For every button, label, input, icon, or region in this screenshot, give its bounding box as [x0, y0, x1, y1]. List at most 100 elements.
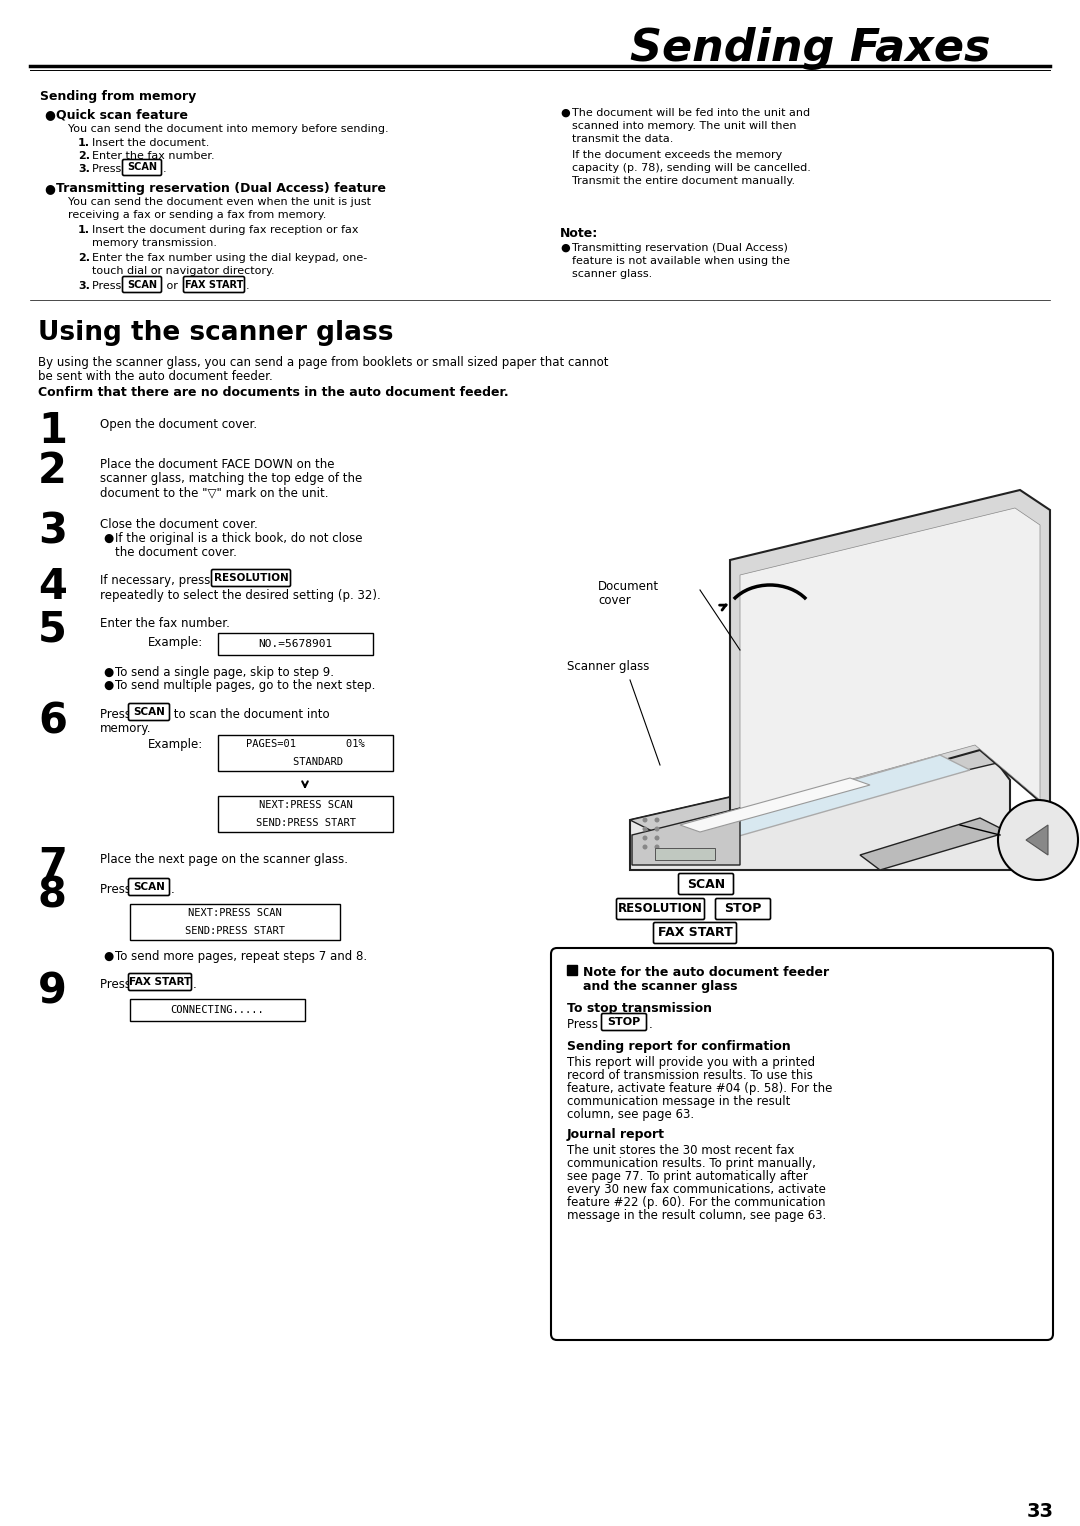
Text: record of transmission results. To use this: record of transmission results. To use t…: [567, 1070, 813, 1082]
Text: 9: 9: [38, 971, 67, 1012]
Text: touch dial or navigator directory.: touch dial or navigator directory.: [92, 266, 274, 276]
Text: scanner glass, matching the top edge of the: scanner glass, matching the top edge of …: [100, 472, 362, 485]
Polygon shape: [660, 755, 970, 850]
Text: 7: 7: [38, 845, 67, 887]
Circle shape: [654, 836, 660, 841]
Text: 2.: 2.: [78, 253, 90, 262]
FancyBboxPatch shape: [129, 879, 170, 896]
Text: By using the scanner glass, you can send a page from booklets or small sized pap: By using the scanner glass, you can send…: [38, 356, 608, 369]
Text: column, see page 63.: column, see page 63.: [567, 1108, 694, 1122]
Polygon shape: [630, 740, 1010, 870]
Circle shape: [998, 800, 1078, 881]
FancyBboxPatch shape: [551, 948, 1053, 1340]
Text: Insert the document during fax reception or fax: Insert the document during fax reception…: [92, 224, 359, 235]
Text: SEND:PRESS START: SEND:PRESS START: [185, 926, 285, 935]
Text: feature #22 (p. 60). For the communication: feature #22 (p. 60). For the communicati…: [567, 1196, 825, 1209]
Text: 8: 8: [38, 874, 67, 917]
Text: To stop transmission: To stop transmission: [567, 1003, 712, 1015]
Text: Note:: Note:: [561, 227, 598, 240]
Text: scanner glass.: scanner glass.: [572, 269, 652, 279]
Polygon shape: [632, 807, 740, 865]
Text: repeatedly to select the desired setting (p. 32).: repeatedly to select the desired setting…: [100, 589, 381, 601]
Circle shape: [654, 844, 660, 850]
Text: RESOLUTION: RESOLUTION: [214, 572, 288, 583]
Text: 33: 33: [1026, 1502, 1053, 1521]
Text: If the document exceeds the memory: If the document exceeds the memory: [572, 150, 782, 160]
Text: Example:: Example:: [148, 739, 203, 751]
Text: message in the result column, see page 63.: message in the result column, see page 6…: [567, 1209, 826, 1222]
Text: Example:: Example:: [148, 636, 203, 649]
FancyBboxPatch shape: [678, 873, 733, 894]
Text: cover: cover: [598, 594, 631, 607]
Circle shape: [654, 827, 660, 832]
Polygon shape: [630, 740, 1010, 839]
Text: SCAN: SCAN: [127, 279, 157, 290]
Text: FAX START: FAX START: [185, 279, 243, 290]
Text: NEXT:PRESS SCAN: NEXT:PRESS SCAN: [188, 908, 282, 919]
Text: NO.=5678901: NO.=5678901: [258, 639, 333, 649]
Text: 2.: 2.: [78, 151, 90, 162]
Text: To send multiple pages, go to the next step.: To send multiple pages, go to the next s…: [114, 679, 376, 691]
Text: 1.: 1.: [78, 224, 90, 235]
Text: PAGES=01        01%: PAGES=01 01%: [246, 739, 365, 749]
Text: memory transmission.: memory transmission.: [92, 238, 217, 249]
Circle shape: [643, 844, 648, 850]
Text: SCAN: SCAN: [133, 882, 165, 893]
Text: STANDARD: STANDARD: [268, 757, 343, 768]
Text: Transmitting reservation (Dual Access) feature: Transmitting reservation (Dual Access) f…: [56, 182, 386, 195]
Text: You can send the document even when the unit is just: You can send the document even when the …: [68, 197, 372, 208]
Bar: [654, 848, 715, 861]
Text: Press: Press: [92, 163, 125, 174]
Text: Confirm that there are no documents in the auto document feeder.: Confirm that there are no documents in t…: [38, 386, 509, 398]
Text: see page 77. To print automatically after: see page 77. To print automatically afte…: [567, 1170, 808, 1183]
Bar: [218, 633, 373, 655]
Text: transmit the data.: transmit the data.: [572, 134, 673, 143]
Circle shape: [643, 818, 648, 823]
Text: Press: Press: [567, 1018, 602, 1032]
Text: STOP: STOP: [607, 1016, 640, 1027]
Bar: [218, 797, 393, 832]
Text: Close the document cover.: Close the document cover.: [100, 517, 258, 531]
Text: Place the document FACE DOWN on the: Place the document FACE DOWN on the: [100, 458, 335, 472]
Text: document to the "▽" mark on the unit.: document to the "▽" mark on the unit.: [100, 485, 328, 499]
Text: This report will provide you with a printed: This report will provide you with a prin…: [567, 1056, 815, 1070]
Text: Sending from memory: Sending from memory: [40, 90, 197, 102]
FancyBboxPatch shape: [122, 276, 162, 293]
Text: NEXT:PRESS SCAN: NEXT:PRESS SCAN: [258, 800, 352, 810]
Text: ●: ●: [103, 533, 113, 545]
Text: Press: Press: [100, 884, 135, 896]
Text: ●: ●: [103, 679, 113, 691]
Text: .: .: [649, 1018, 652, 1032]
Text: 6: 6: [38, 700, 67, 742]
Text: The unit stores the 30 most recent fax: The unit stores the 30 most recent fax: [567, 1144, 795, 1157]
Text: feature is not available when using the: feature is not available when using the: [572, 256, 789, 266]
Text: Enter the fax number using the dial keypad, one-: Enter the fax number using the dial keyp…: [92, 253, 367, 262]
Text: .: .: [171, 884, 175, 896]
Bar: [130, 903, 340, 940]
Text: Document: Document: [598, 580, 659, 594]
Polygon shape: [1026, 826, 1048, 855]
Text: .: .: [163, 163, 166, 174]
Text: To send a single page, skip to step 9.: To send a single page, skip to step 9.: [114, 665, 334, 679]
Text: to scan the document into: to scan the document into: [170, 708, 329, 720]
Text: FAX START: FAX START: [658, 926, 732, 940]
Text: You can send the document into memory before sending.: You can send the document into memory be…: [68, 124, 389, 134]
FancyBboxPatch shape: [212, 569, 291, 586]
Text: Sending report for confirmation: Sending report for confirmation: [567, 1041, 791, 1053]
Text: RESOLUTION: RESOLUTION: [618, 902, 703, 916]
Text: Place the next page on the scanner glass.: Place the next page on the scanner glass…: [100, 853, 348, 865]
Text: 3.: 3.: [78, 281, 90, 291]
Text: Enter the fax number.: Enter the fax number.: [100, 617, 230, 630]
Bar: [130, 1000, 305, 1021]
Text: Note for the auto document feeder: Note for the auto document feeder: [583, 966, 829, 980]
FancyBboxPatch shape: [122, 160, 162, 175]
FancyBboxPatch shape: [715, 899, 770, 920]
Text: SEND:PRESS START: SEND:PRESS START: [256, 818, 355, 829]
Text: 3: 3: [38, 510, 67, 552]
Text: capacity (p. 78), sending will be cancelled.: capacity (p. 78), sending will be cancel…: [572, 163, 811, 172]
Text: ●: ●: [44, 182, 55, 195]
Text: .: .: [246, 281, 249, 291]
Bar: [218, 736, 393, 771]
Text: ●: ●: [561, 243, 570, 253]
Circle shape: [654, 818, 660, 823]
